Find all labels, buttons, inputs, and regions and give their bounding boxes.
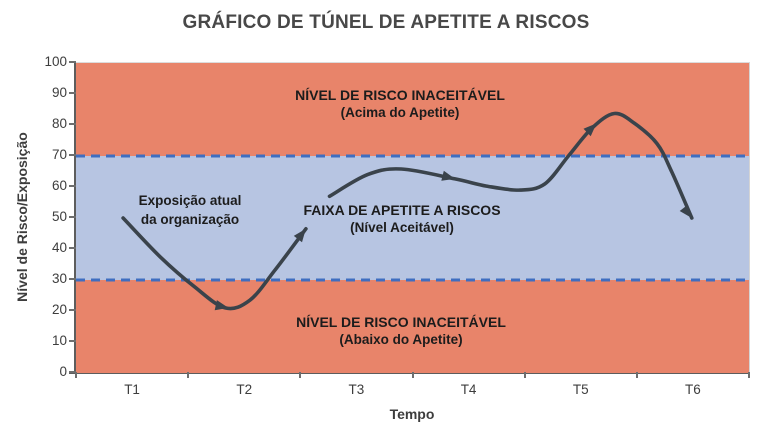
y-tick-mark <box>69 154 76 156</box>
x-category-label: T2 <box>236 382 253 397</box>
y-tick-mark <box>69 371 76 373</box>
y-tick-label: 40 <box>51 240 67 255</box>
annotation-line1: Exposição atual <box>138 193 242 208</box>
curve-arrowhead-icon <box>441 170 456 181</box>
exposure-curve-segment <box>327 111 694 220</box>
y-tick-label: 0 <box>59 364 67 379</box>
x-tick-mark <box>748 372 750 378</box>
y-tick-label: 50 <box>51 209 67 224</box>
y-tick-mark <box>69 247 76 249</box>
y-tick-mark <box>69 92 76 94</box>
risk-band <box>76 280 749 373</box>
y-axis-line <box>74 62 76 374</box>
curve-arrowhead-icon <box>293 228 306 243</box>
x-category-label: T6 <box>685 382 701 397</box>
y-tick-mark <box>69 340 76 342</box>
x-category-label: T1 <box>124 382 140 397</box>
plot-area: NÍVEL DE RISCO INACEITÁVEL (Acima do Ape… <box>76 62 750 373</box>
y-tick-label: 60 <box>51 178 67 193</box>
chart-title: GRÁFICO DE TÚNEL DE APETITE A RISCOS <box>182 12 590 33</box>
y-tick-mark <box>69 278 76 280</box>
curve-arrowhead-icon <box>679 204 692 218</box>
x-category-label: T3 <box>348 382 365 397</box>
y-tick-label: 70 <box>51 147 67 162</box>
y-tick-label: 90 <box>51 85 67 100</box>
x-tick-mark <box>523 372 526 378</box>
annotation-current-exposure: Exposição atual da organização <box>100 191 280 229</box>
y-tick-label: 30 <box>51 271 67 286</box>
y-tick-label: 10 <box>51 333 67 348</box>
y-tick-mark <box>69 123 76 125</box>
plot-svg <box>76 63 749 373</box>
risk-band <box>76 156 749 280</box>
curve-arrowhead-icon <box>214 300 229 311</box>
annotation-line2: da organização <box>140 212 240 227</box>
x-axis-line <box>69 372 750 374</box>
y-tick-mark <box>69 309 76 311</box>
x-category-label: T5 <box>572 382 589 397</box>
y-tick-mark <box>69 185 76 187</box>
risk-band <box>76 63 749 156</box>
y-tick-label: 80 <box>51 116 67 131</box>
x-tick-mark <box>75 372 77 378</box>
y-tick-mark <box>69 216 76 218</box>
x-tick-mark <box>411 372 414 378</box>
x-axis-title: Tempo <box>389 406 435 422</box>
x-tick-mark <box>635 372 638 378</box>
y-tick-mark <box>69 61 76 63</box>
y-tick-label: 20 <box>51 302 67 317</box>
x-tick-mark <box>187 372 190 378</box>
curve-arrowhead-icon <box>583 123 597 137</box>
x-tick-mark <box>299 372 302 378</box>
x-category-label: T4 <box>460 382 477 397</box>
y-tick-label: 100 <box>44 54 67 69</box>
